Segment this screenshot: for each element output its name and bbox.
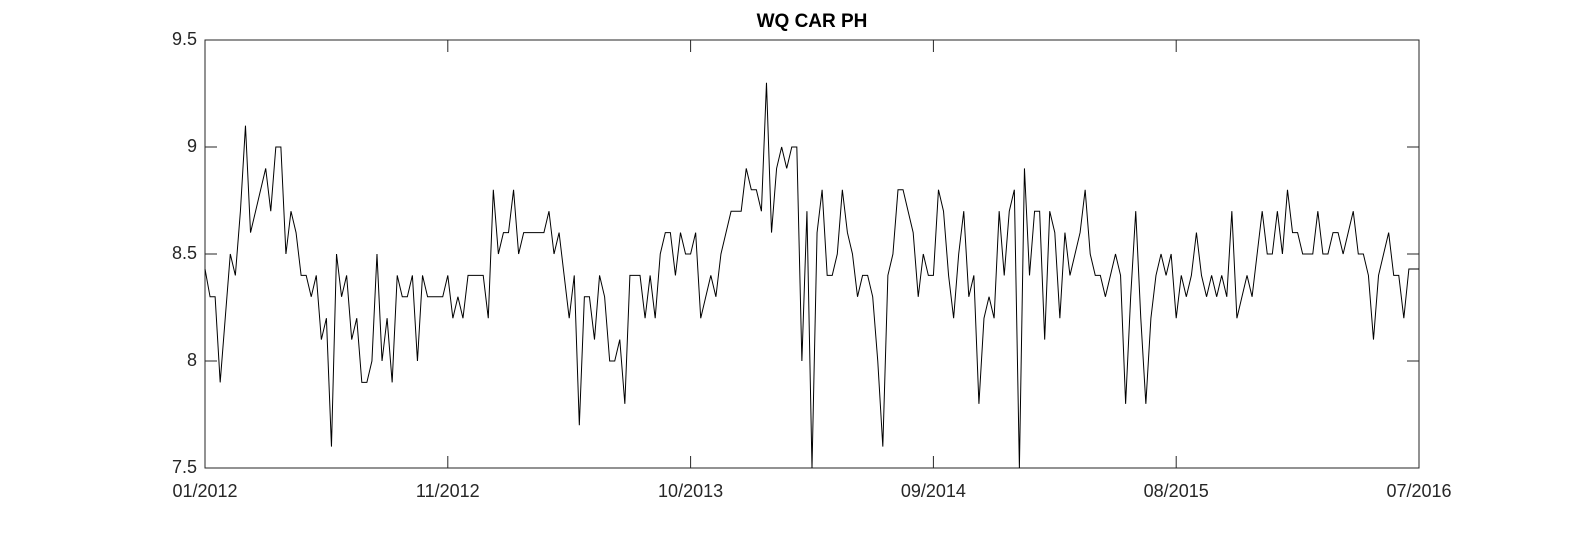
y-tick-label: 7.5 <box>172 457 197 477</box>
x-tick-label: 09/2014 <box>901 481 966 501</box>
y-tick-label: 9 <box>187 136 197 156</box>
x-tick-label: 01/2012 <box>172 481 237 501</box>
y-tick-label: 8.5 <box>172 243 197 263</box>
y-tick-label: 9.5 <box>172 29 197 49</box>
x-tick-label: 10/2013 <box>658 481 723 501</box>
x-tick-label: 11/2012 <box>416 481 480 501</box>
x-tick-label: 07/2016 <box>1386 481 1451 501</box>
plot-frame <box>204 39 1420 469</box>
chart-title: WQ CAR PH <box>757 11 868 32</box>
data-line <box>204 82 1419 469</box>
x-tick-label: 08/2015 <box>1144 481 1209 501</box>
y-tick-label: 8 <box>187 350 197 370</box>
